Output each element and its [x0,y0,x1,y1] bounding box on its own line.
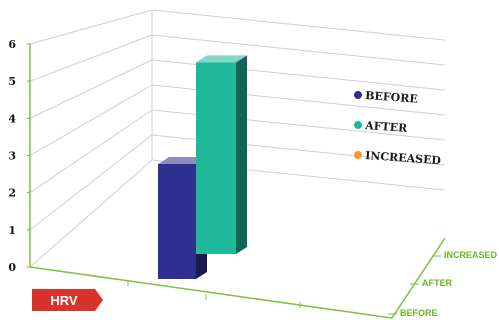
gridline-side-6 [29,9,153,45]
gridline-back-6 [151,9,446,41]
depth-label-increased: INCREASED [444,250,498,260]
bar-top-face [196,55,247,63]
legend-marker-before [354,91,362,99]
bar-after [196,55,247,255]
floor-right-edge [391,237,446,319]
gridline-side-0 [29,159,153,268]
depth-label-after: AFTER [422,278,452,288]
gridline-back-4 [151,59,446,91]
gridline-side-4 [29,59,153,119]
y-tick-label: 2 [8,187,16,200]
chart-floor [29,237,446,319]
legend-label-increased: INCREASED [365,149,442,167]
bar-side-face [236,55,247,255]
bar-front-face [196,62,236,255]
y-tick-label: 6 [8,38,16,51]
y-axis [27,43,31,268]
depth-axis: INCREASED AFTER BEFORE [388,250,498,318]
legend: BEFORE AFTER INCREASED [354,89,442,167]
depth-label-before: BEFORE [400,308,438,318]
bars [158,55,247,279]
gridline-side-3 [29,84,153,156]
legend-marker-after [354,121,362,129]
y-tick-label: 4 [8,112,16,125]
y-tick-label: 1 [8,224,16,237]
category-badge: HRV [32,289,103,311]
y-tick-labels: 0 1 2 3 4 5 6 [8,38,16,274]
bar-top-face [158,157,207,164]
floor-front-edge [29,266,393,319]
bar-front-face [158,164,196,279]
gridline-side-1 [29,134,153,231]
legend-marker-increased [354,151,362,159]
legend-label-after: AFTER [364,119,409,135]
y-tick-label: 3 [8,150,16,163]
legend-label-before: BEFORE [365,89,418,106]
y-tick-label: 5 [8,75,16,88]
gridline-side-2 [29,109,153,194]
gridline-back-5 [151,34,446,66]
badge-shape [32,289,103,311]
gridline-side-5 [29,34,153,82]
category-label-hrv: HRV [50,293,78,308]
y-tick-label: 0 [8,261,16,274]
